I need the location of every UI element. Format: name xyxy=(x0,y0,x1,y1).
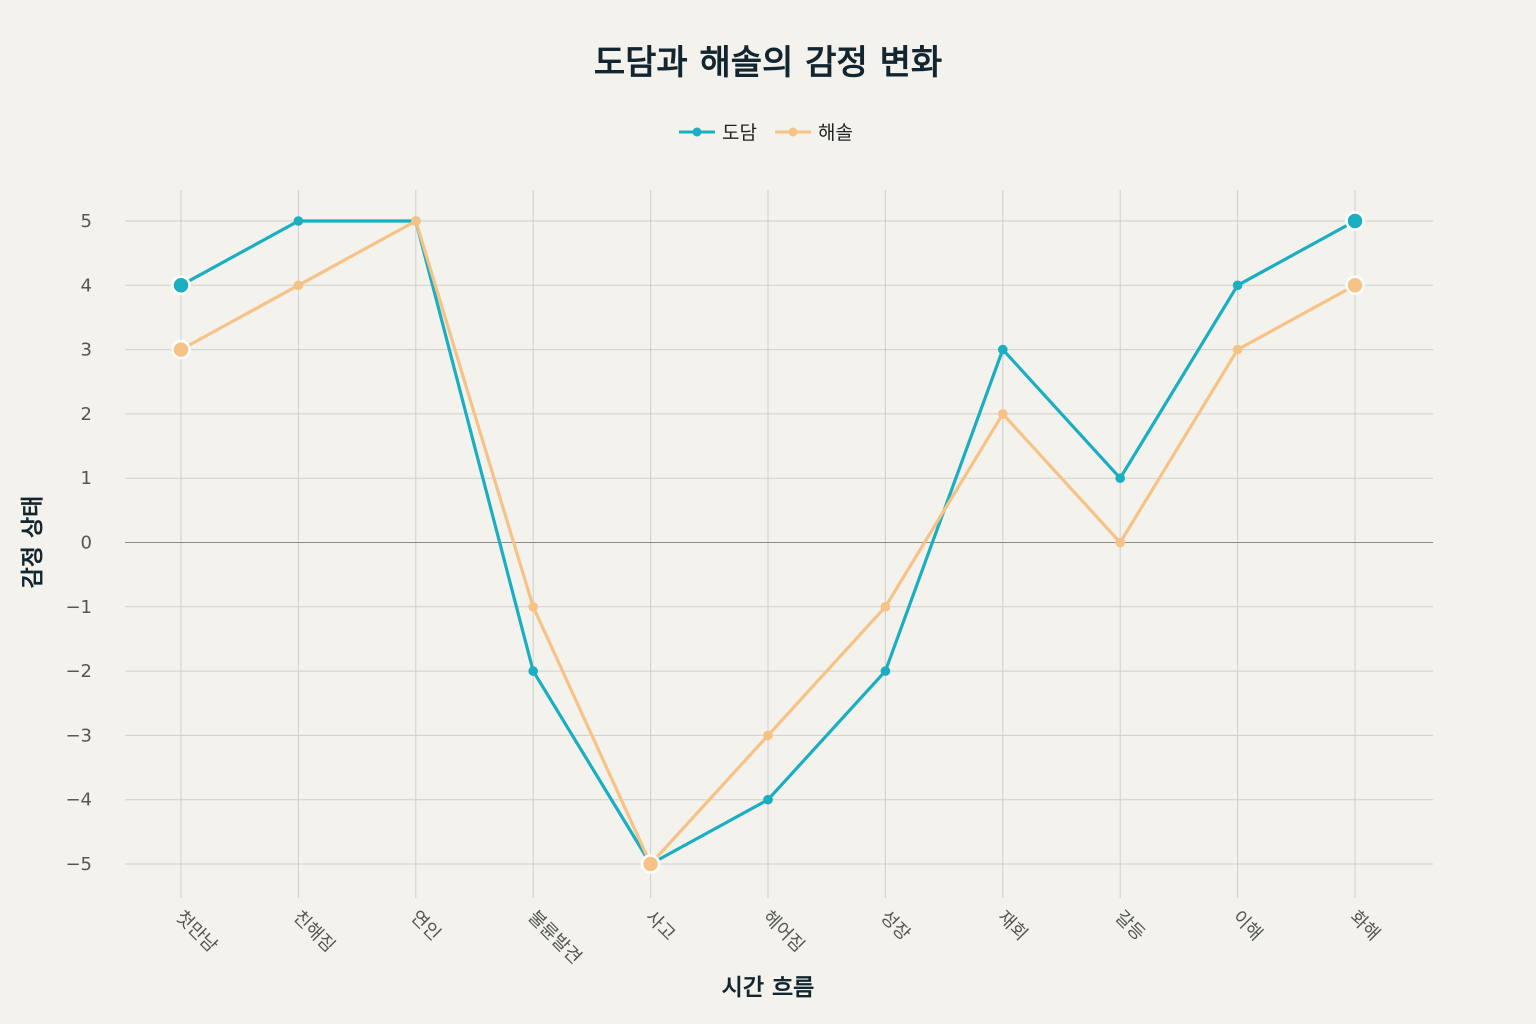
data-point[interactable] xyxy=(411,216,421,226)
legend-item-series-1[interactable]: 도담 xyxy=(679,122,757,144)
data-point[interactable] xyxy=(998,409,1008,419)
y-tick-label: 2 xyxy=(81,404,92,425)
chart-title: 도담과 해솔의 감정 변화 xyxy=(594,43,942,83)
data-point[interactable] xyxy=(880,602,891,612)
x-tick-label: 갈등 xyxy=(1111,907,1149,945)
legend-item-series-2[interactable]: 해솔 xyxy=(775,122,853,144)
grid xyxy=(125,190,1433,898)
x-tick-label: 첫만남 xyxy=(171,907,221,957)
y-axis-ticks: 5 4 3 2 1 0 −1 −2 −3 −4 −5 xyxy=(65,211,92,875)
x-tick-label: 불륜발견 xyxy=(524,907,586,969)
highlight-point[interactable] xyxy=(171,275,191,296)
x-tick-label: 연인 xyxy=(406,907,444,945)
highlight-point[interactable] xyxy=(1345,275,1365,296)
y-tick-label: 4 xyxy=(81,275,92,296)
y-tick-label: 1 xyxy=(81,468,92,489)
data-point[interactable] xyxy=(763,730,773,741)
data-point[interactable] xyxy=(1232,344,1243,355)
x-tick-label: 재회 xyxy=(993,907,1031,945)
highlight-point[interactable] xyxy=(640,854,661,874)
y-tick-label: −1 xyxy=(65,597,92,618)
x-axis-ticks: 첫만남 친해짐 연인 불륜발견 사고 헤어짐 성장 재회 갈등 이해 화해 xyxy=(171,907,1383,969)
data-point[interactable] xyxy=(293,216,304,226)
y-tick-label: 0 xyxy=(81,533,92,554)
data-point[interactable] xyxy=(998,344,1008,355)
legend-swatch-marker xyxy=(788,127,798,137)
data-point[interactable] xyxy=(293,280,304,291)
y-tick-label: −3 xyxy=(65,725,92,746)
x-tick-label: 사고 xyxy=(641,907,679,945)
data-point[interactable] xyxy=(880,666,891,676)
highlight-point[interactable] xyxy=(1345,211,1365,231)
legend-swatch-marker xyxy=(692,127,702,137)
y-tick-label: 3 xyxy=(81,340,92,361)
y-tick-label: −4 xyxy=(65,790,92,811)
x-axis-title: 시간 흐름 xyxy=(722,975,815,1001)
data-point[interactable] xyxy=(1115,537,1125,548)
chart-legend: 도담 해솔 xyxy=(679,122,853,144)
data-point[interactable] xyxy=(528,666,538,676)
x-tick-label: 헤어짐 xyxy=(758,907,808,957)
y-tick-label: 5 xyxy=(81,211,92,232)
data-point[interactable] xyxy=(528,602,538,612)
legend-label: 도담 xyxy=(722,122,757,144)
highlight-point[interactable] xyxy=(171,339,191,360)
y-tick-label: −5 xyxy=(65,854,92,875)
plot-area xyxy=(171,211,1365,874)
x-tick-label: 성장 xyxy=(876,907,914,945)
data-point[interactable] xyxy=(1232,280,1243,291)
data-point[interactable] xyxy=(763,794,773,805)
x-tick-label: 친해짐 xyxy=(289,907,339,957)
x-tick-label: 이해 xyxy=(1228,907,1266,945)
y-axis-title: 감정 상태 xyxy=(20,496,46,589)
y-tick-label: −2 xyxy=(65,661,92,682)
legend-label: 해솔 xyxy=(818,122,853,144)
data-point[interactable] xyxy=(1115,473,1125,484)
x-tick-label: 화해 xyxy=(1345,907,1383,945)
